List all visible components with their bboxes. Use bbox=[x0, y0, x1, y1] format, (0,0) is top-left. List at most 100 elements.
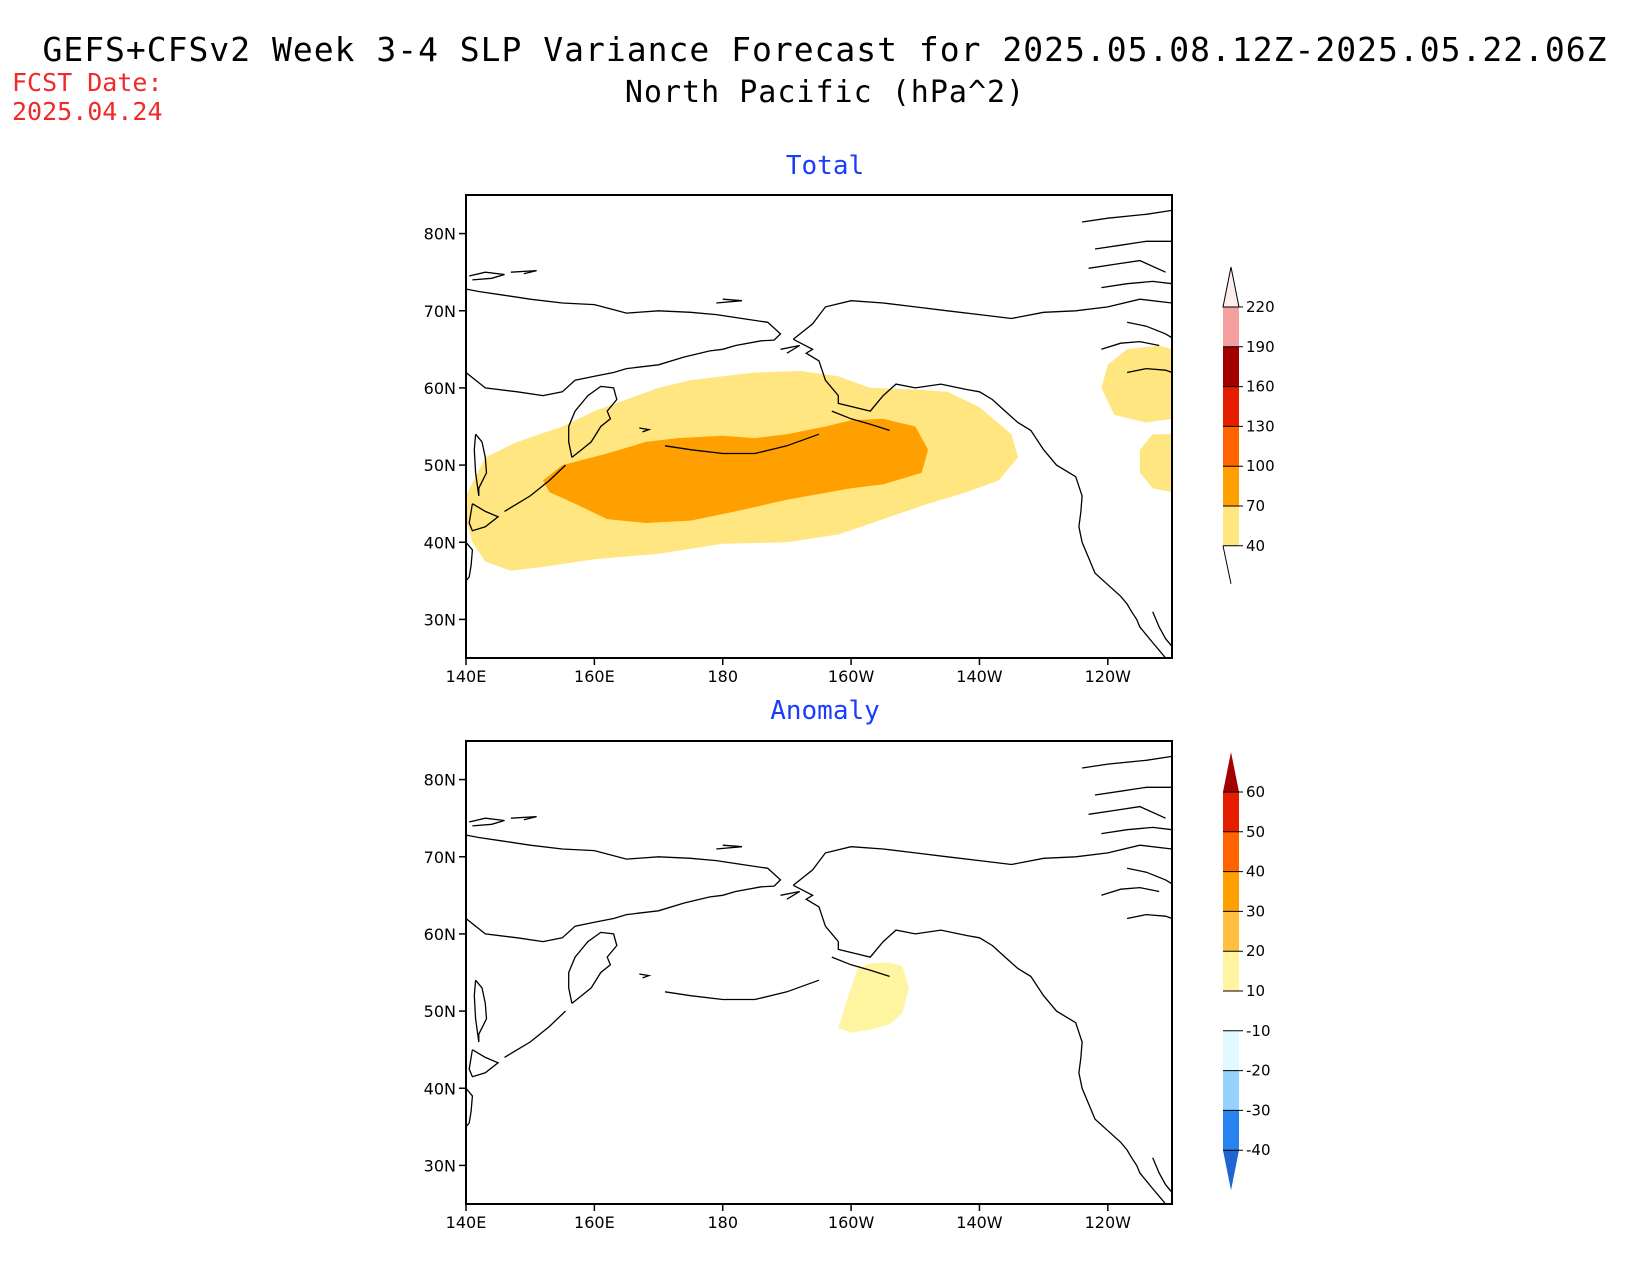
lat-tick-label: 70N bbox=[424, 848, 456, 867]
lat-tick-label: 30N bbox=[424, 610, 456, 629]
colorbar-segment bbox=[1223, 991, 1239, 1031]
lat-tick-label: 40N bbox=[424, 1079, 456, 1098]
coastline bbox=[1101, 826, 1172, 835]
coastline bbox=[1101, 280, 1172, 289]
colorbar-label: -40 bbox=[1246, 1141, 1271, 1159]
lat-tick-label: 60N bbox=[424, 379, 456, 398]
coastline bbox=[466, 541, 474, 582]
contour-10-20 bbox=[838, 962, 909, 1033]
colorbar-label: -10 bbox=[1246, 1022, 1271, 1040]
coastline bbox=[466, 1087, 474, 1128]
colorbar-label: 40 bbox=[1246, 863, 1265, 881]
colorbar-segment bbox=[1223, 1030, 1239, 1071]
contour-70-100 bbox=[543, 418, 929, 523]
colorbar-label: 40 bbox=[1246, 537, 1265, 555]
panel-title-anomaly: Anomaly bbox=[770, 696, 880, 726]
colorbar-segment bbox=[1223, 346, 1239, 387]
coastline bbox=[664, 433, 820, 455]
coastline bbox=[639, 427, 652, 433]
coastline bbox=[664, 979, 820, 1001]
coastline bbox=[1082, 755, 1172, 769]
map-panel-total bbox=[466, 209, 1172, 658]
lat-tick-label: 50N bbox=[424, 456, 456, 475]
colorbar-label: 100 bbox=[1246, 457, 1275, 475]
colorbar-label: -20 bbox=[1246, 1062, 1271, 1080]
forecast-date-label: FCST Date: bbox=[12, 68, 163, 97]
colorbar-label: 10 bbox=[1246, 982, 1265, 1000]
colorbar-segment bbox=[1223, 426, 1239, 467]
lon-tick-label: 140E bbox=[446, 1213, 487, 1232]
coastline bbox=[510, 269, 537, 275]
lon-tick-label: 160E bbox=[574, 667, 615, 686]
coastline bbox=[1126, 321, 1172, 339]
colorbar-label: 160 bbox=[1246, 378, 1275, 396]
coastline bbox=[639, 973, 652, 979]
colorbar-label: 30 bbox=[1246, 902, 1265, 920]
coastline bbox=[1094, 786, 1172, 796]
coastline bbox=[1126, 867, 1172, 885]
lon-tick-label: 180 bbox=[707, 667, 738, 686]
map-panel-anomaly bbox=[466, 755, 1172, 1204]
coastline bbox=[1101, 886, 1160, 896]
forecast-date: FCST Date: 2025.04.24 bbox=[12, 68, 163, 126]
lat-tick-label: 70N bbox=[424, 302, 456, 321]
coastline bbox=[1101, 340, 1160, 350]
coastline bbox=[469, 271, 505, 281]
map-frame-anomaly bbox=[465, 740, 1173, 1205]
coastline bbox=[473, 433, 488, 496]
colorbar-label: 190 bbox=[1246, 338, 1275, 356]
coastline bbox=[1152, 611, 1172, 647]
coastline bbox=[504, 464, 566, 512]
colorbar-segment bbox=[1223, 386, 1239, 427]
coastline bbox=[1082, 209, 1172, 223]
coastline bbox=[1088, 805, 1166, 819]
lon-tick-label: 160W bbox=[828, 667, 875, 686]
colorbar-label: 220 bbox=[1246, 298, 1275, 316]
coastline bbox=[780, 344, 801, 354]
lon-tick-label: 180 bbox=[707, 1213, 738, 1232]
coastline bbox=[716, 844, 743, 850]
coastline bbox=[468, 1049, 500, 1078]
coastline bbox=[469, 817, 505, 827]
coastline bbox=[473, 979, 488, 1043]
coastline bbox=[780, 890, 801, 900]
colorbar-label: 70 bbox=[1246, 497, 1265, 515]
lat-tick-label: 60N bbox=[424, 925, 456, 944]
coastline bbox=[1094, 240, 1172, 250]
colorbar-segment bbox=[1223, 792, 1239, 832]
coastline bbox=[1126, 913, 1172, 920]
lon-tick-label: 120W bbox=[1085, 667, 1132, 686]
colorbar-lower-arrow bbox=[1222, 545, 1232, 584]
lon-tick-label: 140W bbox=[956, 667, 1003, 686]
lon-tick-label: 120W bbox=[1085, 1213, 1132, 1232]
lat-tick-label: 30N bbox=[424, 1156, 456, 1175]
lon-tick-label: 160W bbox=[828, 1213, 875, 1232]
coastline bbox=[716, 298, 743, 304]
lon-tick-label: 140E bbox=[446, 667, 487, 686]
map-frame-total bbox=[465, 194, 1173, 659]
colorbar-segment bbox=[1223, 871, 1239, 912]
coastline bbox=[793, 338, 1167, 658]
coastline bbox=[466, 834, 782, 943]
main-subtitle: North Pacific (hPa^2) bbox=[624, 75, 1026, 110]
lon-tick-label: 160E bbox=[574, 1213, 615, 1232]
coastline bbox=[468, 503, 500, 532]
lat-tick-label: 40N bbox=[424, 533, 456, 552]
coastline bbox=[466, 288, 782, 397]
colorbar-segment bbox=[1223, 911, 1239, 952]
coastline bbox=[1126, 367, 1172, 374]
colorbar-segment bbox=[1223, 466, 1239, 506]
coastline bbox=[831, 410, 890, 432]
lat-tick-label: 80N bbox=[424, 771, 456, 790]
coastline bbox=[792, 844, 1172, 886]
coastline bbox=[792, 298, 1172, 340]
colorbar-segment bbox=[1223, 506, 1239, 546]
main-title: GEFS+CFSv2 Week 3-4 SLP Variance Forecas… bbox=[42, 30, 1608, 69]
colorbar-label: 20 bbox=[1246, 942, 1265, 960]
lon-tick-label: 140W bbox=[956, 1213, 1003, 1232]
panel-title-total: Total bbox=[785, 151, 865, 181]
coastline bbox=[793, 884, 1167, 1204]
contour-40-70 bbox=[1101, 345, 1172, 423]
lat-tick-label: 50N bbox=[424, 1002, 456, 1021]
lat-tick-label: 80N bbox=[424, 225, 456, 244]
